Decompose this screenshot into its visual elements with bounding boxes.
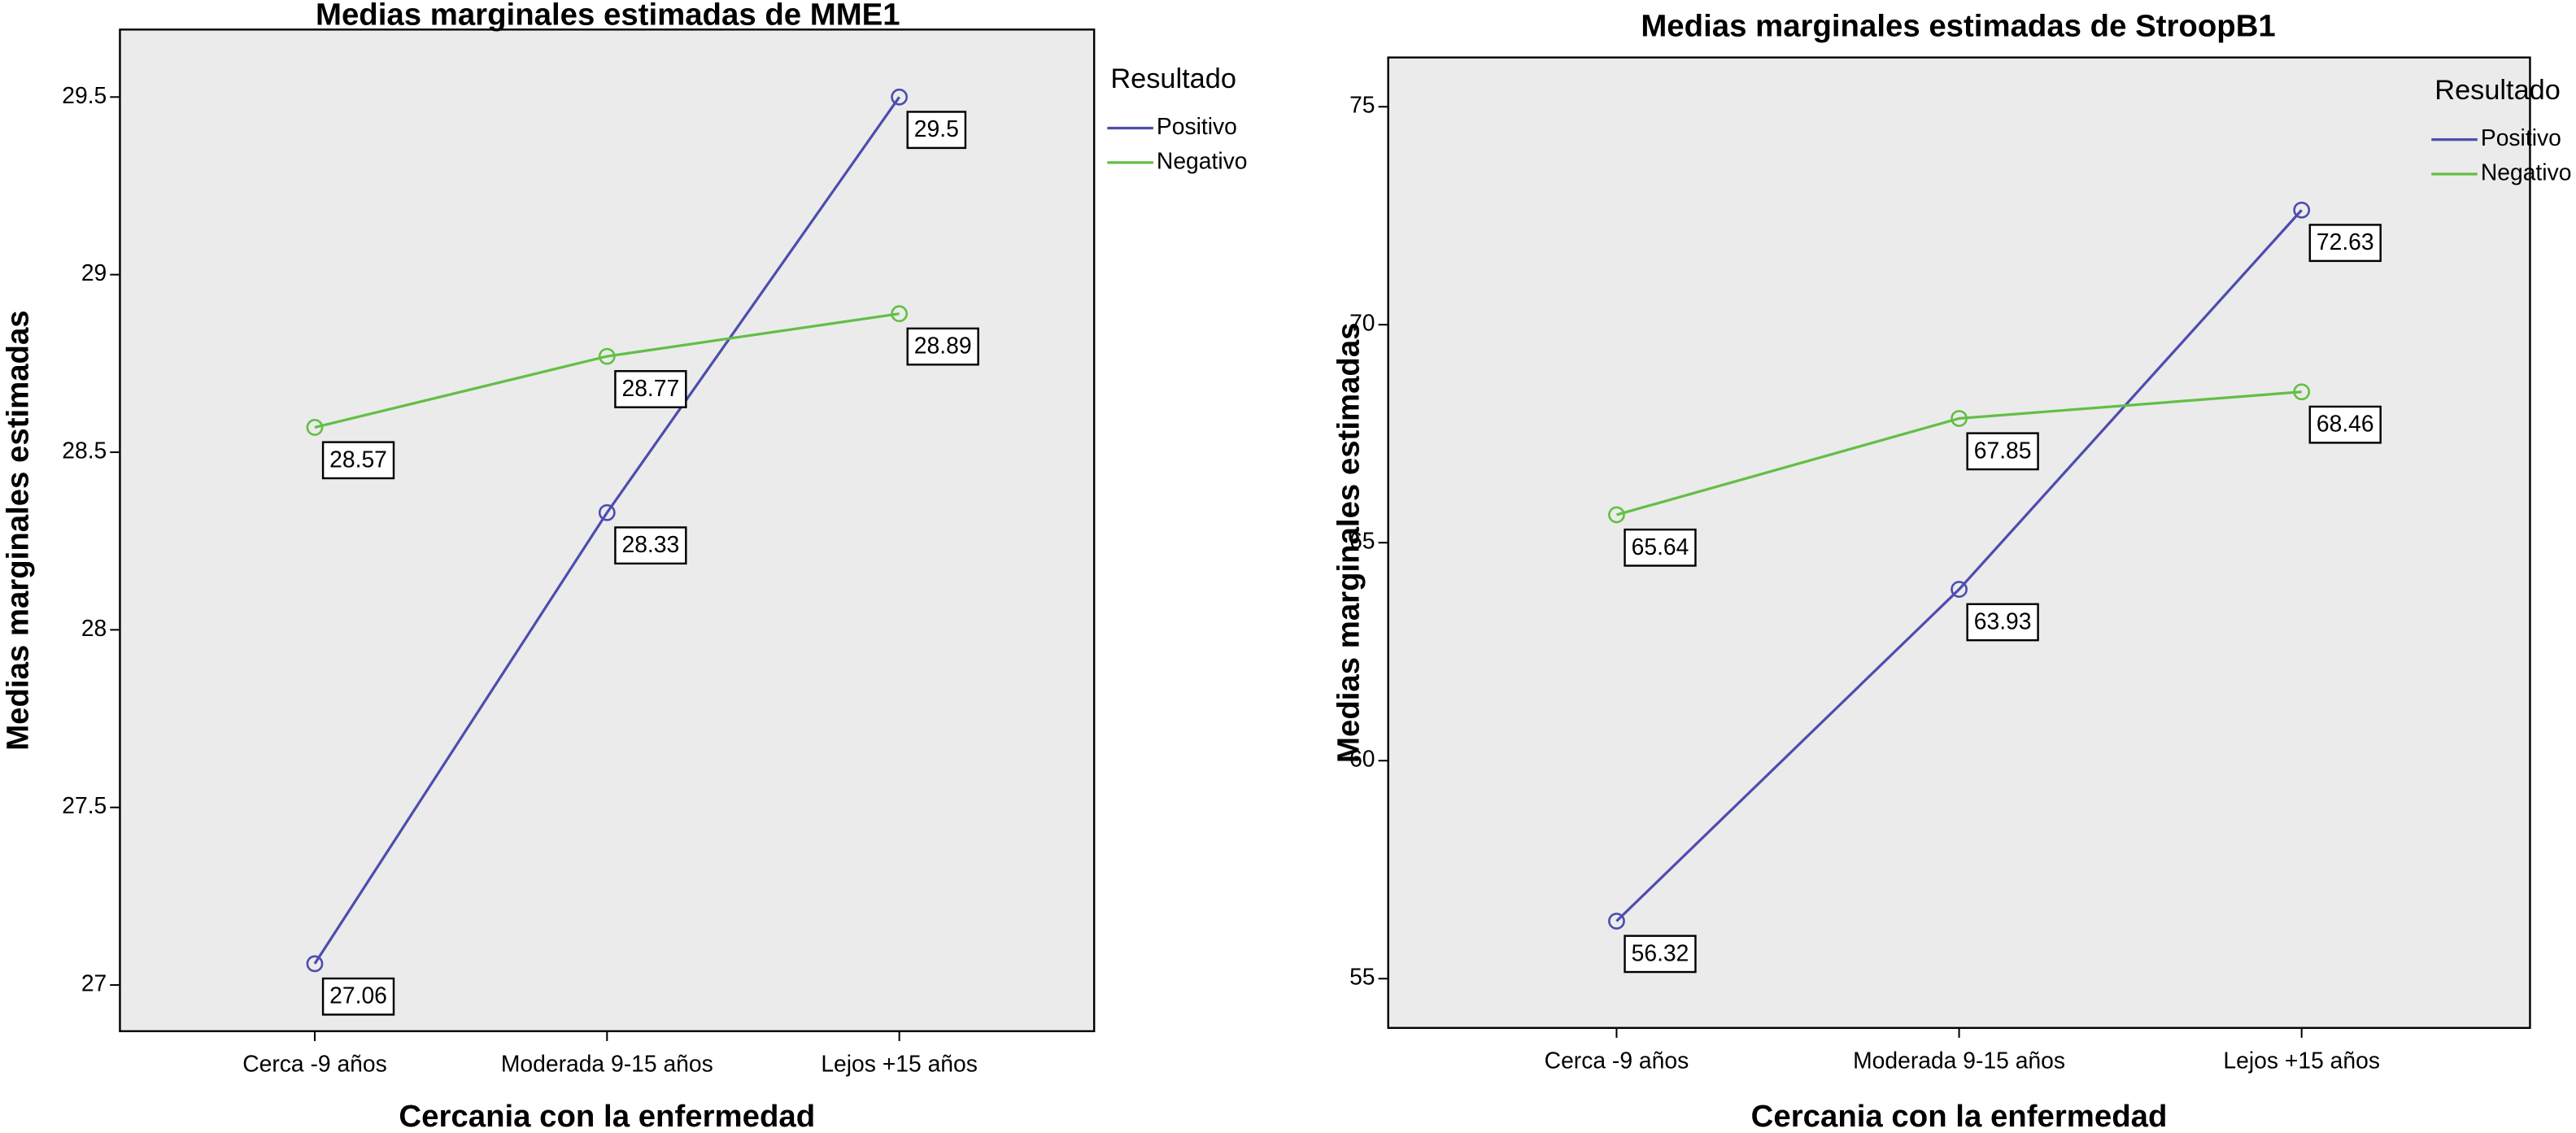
legend-title: Resultado (1110, 63, 1236, 94)
x-tick-label: Moderada 9-15 años (1853, 1048, 2065, 1074)
y-tick-label: 29 (81, 259, 107, 285)
legend-label: Negativo (1157, 147, 1248, 173)
x-tick-label: Cerca -9 años (1545, 1048, 1689, 1074)
value-label: 28.57 (329, 446, 387, 472)
marker (1608, 913, 1625, 930)
x-tick-label: Lejos +15 años (2223, 1048, 2380, 1074)
series-line (1616, 390, 2302, 516)
marker (1951, 410, 1968, 427)
x-axis-title: Cercania con la enfermedad (399, 1099, 815, 1133)
value-label: 28.77 (621, 375, 679, 401)
value-label: 68.46 (2317, 411, 2374, 437)
marker (598, 347, 616, 365)
value-label: 65.64 (1632, 534, 1689, 560)
value-label: 56.32 (1632, 939, 1689, 965)
value-label-box (321, 977, 395, 1016)
y-tick-label: 27.5 (62, 792, 107, 818)
chart: Medias marginales estimadas de StroopB1 C… (1331, 8, 2571, 1133)
marker (2293, 201, 2311, 219)
legend-label: Positivo (2481, 124, 2561, 150)
marker (1608, 506, 1625, 524)
value-label-box (1624, 528, 1697, 567)
legend-label: Negativo (2481, 159, 2572, 185)
y-tick-label: 29.5 (62, 82, 107, 108)
x-tick-label: Lejos +15 años (821, 1051, 978, 1077)
y-tick-label: 75 (1349, 92, 1375, 118)
y-tick-label: 28 (81, 615, 107, 641)
value-label: 28.89 (914, 333, 972, 359)
series-line (313, 96, 900, 965)
plot-area (1387, 56, 2531, 1030)
value-label-box (614, 526, 687, 565)
value-label-box (2308, 224, 2382, 263)
chart: Medias marginales estimadas de MME1 Cerca… (0, 0, 1247, 1133)
series-line (314, 312, 900, 429)
series-line (1615, 209, 2303, 922)
value-label-box (1624, 935, 1697, 974)
y-tick-label: 70 (1349, 310, 1375, 336)
y-tick-label: 60 (1349, 746, 1375, 772)
y-axis-title: Medias marginales estimadas (1331, 323, 1366, 763)
value-label-box (321, 441, 395, 480)
value-label-box (2308, 405, 2382, 444)
value-label-box (906, 111, 967, 150)
marker (891, 305, 909, 323)
value-label: 27.06 (329, 983, 387, 1009)
marker (306, 419, 324, 436)
y-tick-label: 65 (1349, 528, 1375, 554)
x-tick-label: Cerca -9 años (242, 1051, 387, 1077)
marker (891, 88, 909, 106)
y-tick-label: 55 (1349, 964, 1375, 990)
legend-title: Resultado (2434, 75, 2561, 106)
value-label: 67.85 (1974, 437, 2032, 463)
value-label: 28.33 (621, 531, 679, 557)
chart-title: Medias marginales estimadas de MME1 (316, 0, 900, 32)
value-label-box (906, 327, 979, 366)
value-label-box (1966, 432, 2039, 471)
value-label: 63.93 (1974, 608, 2032, 634)
value-label-box (614, 370, 687, 408)
value-label: 29.5 (914, 115, 959, 142)
x-axis-title: Cercania con la enfermedad (1751, 1099, 2168, 1133)
plot-area (119, 28, 1096, 1033)
chart-title: Medias marginales estimadas de StroopB1 (1641, 8, 2275, 43)
marker (598, 503, 616, 521)
y-tick-label: 28.5 (62, 437, 107, 463)
marker (2293, 383, 2311, 401)
value-label: 72.63 (2317, 229, 2374, 255)
legend-label: Positivo (1157, 113, 1237, 139)
value-label-box (1966, 603, 2039, 642)
marker (1951, 581, 1968, 598)
y-tick-label: 27 (81, 970, 107, 996)
y-axis-title: Medias marginales estimadas (0, 310, 35, 750)
marker (306, 955, 324, 973)
x-tick-label: Moderada 9-15 años (501, 1051, 713, 1077)
